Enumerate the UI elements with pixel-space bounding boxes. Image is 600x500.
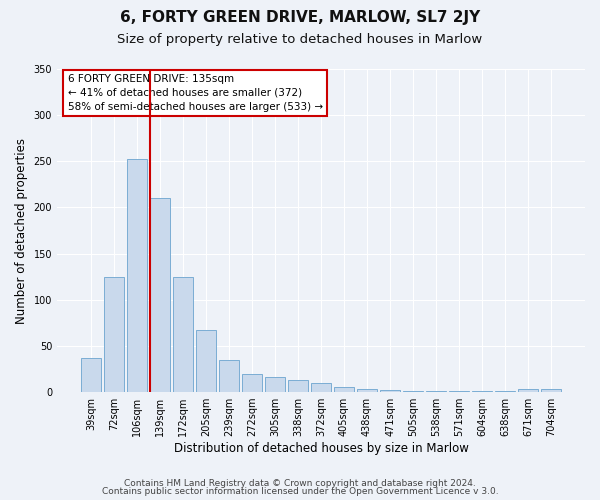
Bar	[288, 380, 308, 392]
Bar	[449, 391, 469, 392]
Text: 6, FORTY GREEN DRIVE, MARLOW, SL7 2JY: 6, FORTY GREEN DRIVE, MARLOW, SL7 2JY	[120, 10, 480, 25]
Bar	[81, 358, 101, 392]
Bar	[496, 391, 515, 392]
Text: Contains public sector information licensed under the Open Government Licence v : Contains public sector information licen…	[101, 487, 499, 496]
Bar	[127, 160, 146, 392]
Text: 6 FORTY GREEN DRIVE: 135sqm
← 41% of detached houses are smaller (372)
58% of se: 6 FORTY GREEN DRIVE: 135sqm ← 41% of det…	[68, 74, 323, 112]
Bar	[427, 391, 446, 392]
Bar	[311, 383, 331, 392]
Text: Contains HM Land Registry data © Crown copyright and database right 2024.: Contains HM Land Registry data © Crown c…	[124, 478, 476, 488]
Bar	[242, 374, 262, 392]
Bar	[150, 198, 170, 392]
X-axis label: Distribution of detached houses by size in Marlow: Distribution of detached houses by size …	[173, 442, 469, 455]
Bar	[104, 276, 124, 392]
Bar	[403, 391, 423, 392]
Bar	[173, 276, 193, 392]
Bar	[334, 388, 354, 392]
Bar	[196, 330, 216, 392]
Text: Size of property relative to detached houses in Marlow: Size of property relative to detached ho…	[118, 32, 482, 46]
Bar	[219, 360, 239, 392]
Y-axis label: Number of detached properties: Number of detached properties	[15, 138, 28, 324]
Bar	[265, 378, 285, 392]
Bar	[380, 390, 400, 392]
Bar	[541, 390, 561, 392]
Bar	[357, 390, 377, 392]
Bar	[518, 390, 538, 392]
Bar	[472, 391, 492, 392]
